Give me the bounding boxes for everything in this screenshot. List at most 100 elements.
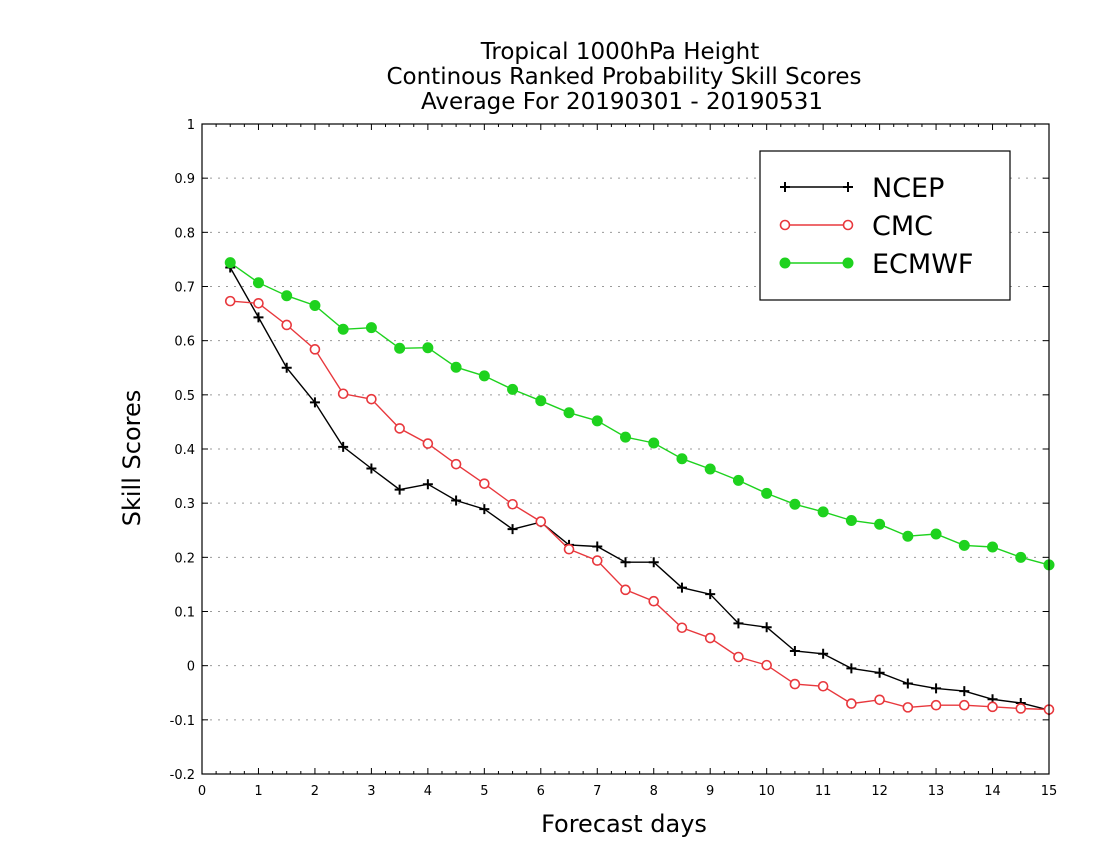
data-point-cmc xyxy=(874,694,885,706)
data-point-ecmwf xyxy=(591,415,603,427)
y-tick-label: 0.1 xyxy=(174,606,195,621)
y-tick-label: 0.8 xyxy=(174,226,195,241)
data-point-ncep xyxy=(705,589,716,600)
data-point-cmc xyxy=(422,438,434,449)
data-point-ecmwf xyxy=(817,506,829,518)
data-point-cmc xyxy=(394,423,405,434)
data-point-cmc xyxy=(479,478,490,489)
y-tick-label: 0.6 xyxy=(174,335,195,350)
data-point-cmc xyxy=(930,699,942,711)
data-point-cmc xyxy=(761,659,772,671)
data-point-ncep xyxy=(846,663,857,674)
data-point-ncep xyxy=(789,646,800,657)
x-tick-label: 13 xyxy=(928,784,945,799)
data-point-ncep xyxy=(451,495,462,506)
x-tick-label: 10 xyxy=(758,784,775,799)
series-ncep xyxy=(225,262,1054,716)
x-axis-ticks: 0 1 2 3 4 5 6 7 8 9 10 11 12 13 14 15 xyxy=(198,124,1057,799)
data-point-cmc xyxy=(507,498,518,510)
legend-label-ecmwf: ECMWF xyxy=(872,249,973,280)
x-tick-label: 8 xyxy=(650,784,658,799)
y-tick-label: 1 xyxy=(187,118,195,133)
series-ecmwf xyxy=(224,257,1055,571)
y-tick-label: 0.7 xyxy=(174,281,195,296)
data-point-ncep xyxy=(479,504,490,515)
data-point-ncep xyxy=(676,582,687,593)
legend-marker-ecmwf xyxy=(779,257,791,269)
legend-item-cmc: CMC xyxy=(779,211,933,242)
x-tick-label: 4 xyxy=(424,784,432,799)
data-point-ecmwf xyxy=(761,487,773,499)
data-point-ecmwf xyxy=(620,431,631,443)
data-point-ncep xyxy=(931,683,942,694)
data-point-cmc xyxy=(846,698,857,709)
data-point-ecmwf xyxy=(732,474,744,486)
x-tick-label: 9 xyxy=(706,784,714,799)
data-point-ecmwf xyxy=(394,342,406,354)
series-cmc xyxy=(224,295,1055,715)
data-point-ecmwf xyxy=(789,498,801,510)
data-point-ecmwf xyxy=(845,515,857,526)
x-tick-label: 12 xyxy=(871,784,888,799)
chart-title-line-2: Continous Ranked Probability Skill Score… xyxy=(386,64,861,90)
data-point-cmc xyxy=(1015,703,1027,714)
data-point-ncep xyxy=(422,479,433,490)
x-axis-label: Forecast days xyxy=(541,810,707,838)
data-point-cmc xyxy=(620,584,631,596)
series-layer xyxy=(224,257,1055,716)
x-tick-label: 6 xyxy=(537,784,545,799)
y-tick-label: -0.1 xyxy=(170,714,195,729)
data-point-ncep xyxy=(507,524,518,535)
data-point-ecmwf xyxy=(507,383,519,395)
legend-marker-ncep xyxy=(843,182,853,192)
data-point-ncep xyxy=(818,648,829,659)
data-point-cmc xyxy=(337,388,349,400)
data-point-cmc xyxy=(817,680,829,692)
x-tick-label: 3 xyxy=(367,784,375,799)
legend: NCEP CMC ECMWF xyxy=(759,150,1011,301)
y-tick-label: 0.4 xyxy=(174,443,195,458)
data-point-cmc xyxy=(958,699,970,711)
chart-title-line-3: Average For 20190301 - 20190531 xyxy=(421,89,823,115)
data-point-ncep xyxy=(366,463,377,474)
data-point-ncep xyxy=(648,557,659,568)
x-tick-label: 2 xyxy=(311,784,319,799)
data-point-ncep xyxy=(592,541,603,552)
data-point-ecmwf xyxy=(676,453,688,465)
data-point-cmc xyxy=(366,393,377,405)
data-point-cmc xyxy=(902,702,914,713)
data-point-cmc xyxy=(309,344,321,355)
legend-item-ncep: NCEP xyxy=(780,173,944,204)
data-point-cmc xyxy=(563,543,575,555)
legend-marker-ncep xyxy=(780,182,790,192)
data-point-cmc xyxy=(450,458,462,470)
data-point-ncep xyxy=(959,686,970,697)
data-point-ecmwf xyxy=(987,541,999,553)
data-point-cmc xyxy=(253,297,264,309)
y-tick-label: 0.2 xyxy=(174,551,195,566)
y-tick-label: 0.3 xyxy=(174,497,195,512)
data-point-ncep xyxy=(281,362,292,373)
data-point-ecmwf xyxy=(224,257,236,269)
x-tick-label: 14 xyxy=(984,784,1001,799)
data-point-cmc xyxy=(224,295,236,307)
data-point-ecmwf xyxy=(365,322,377,334)
data-point-cmc xyxy=(733,651,744,663)
data-point-ncep xyxy=(394,484,405,495)
legend-label-ncep: NCEP xyxy=(872,173,944,204)
data-point-ecmwf xyxy=(648,437,660,449)
data-point-ecmwf xyxy=(704,463,716,475)
y-tick-label: 0 xyxy=(187,660,195,675)
x-tick-label: 0 xyxy=(198,784,206,799)
x-tick-label: 5 xyxy=(480,784,488,799)
data-point-ecmwf xyxy=(450,361,462,373)
data-point-ncep xyxy=(620,557,631,568)
y-tick-label: -0.2 xyxy=(170,768,195,783)
y-axis-label: Skill Scores xyxy=(118,390,146,527)
data-point-ecmwf xyxy=(478,370,490,382)
data-point-ecmwf xyxy=(874,518,886,530)
data-point-cmc xyxy=(789,678,801,690)
y-axis-ticks: -0.2 -0.1 0 0.1 0.2 0.3 0.4 0.5 0.6 0.7 0.8 0.9 1 xyxy=(170,118,1049,783)
data-point-cmc xyxy=(535,516,547,527)
